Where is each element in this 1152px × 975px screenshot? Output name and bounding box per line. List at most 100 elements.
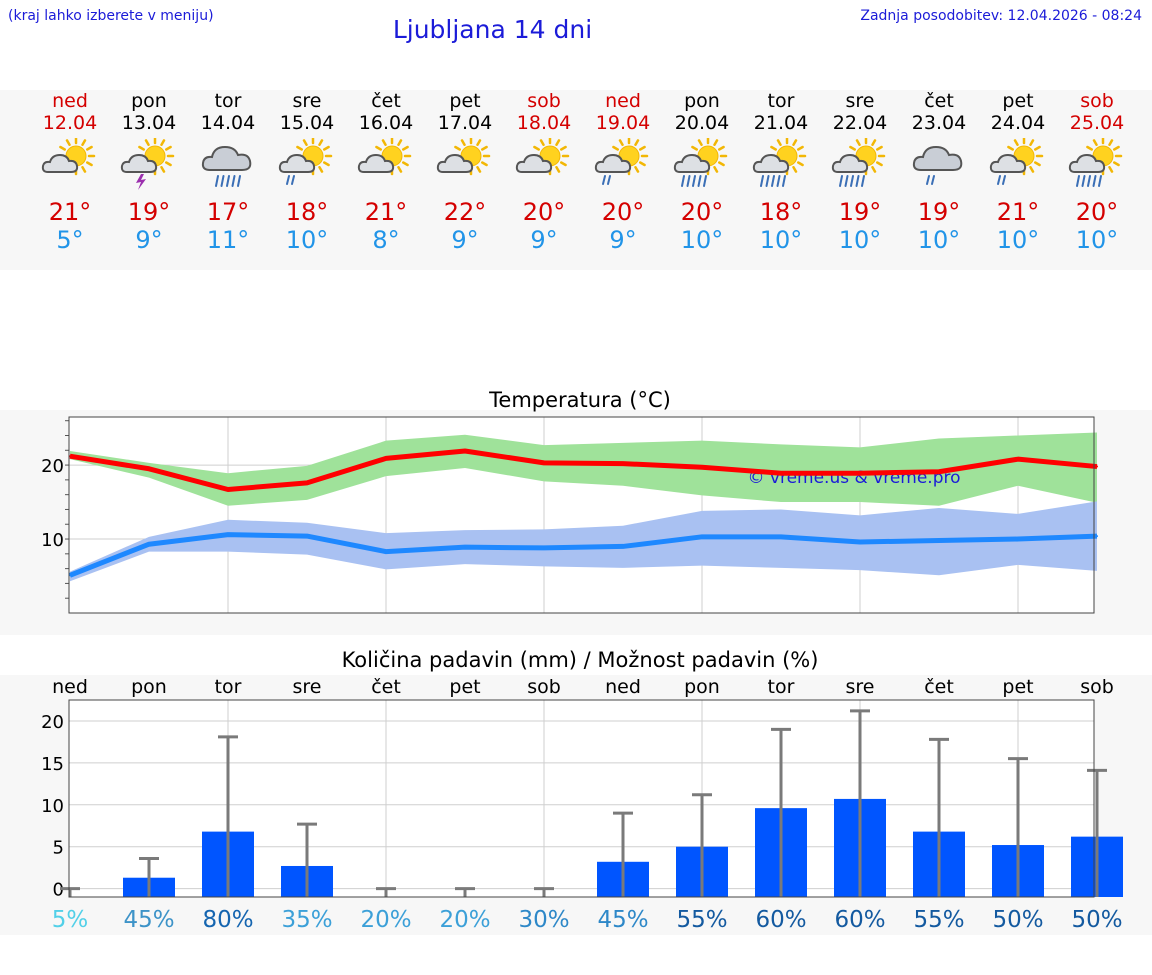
y-tick-label: 10 bbox=[41, 530, 64, 551]
precipitation-probability: 20% bbox=[439, 907, 490, 933]
min-temperature: 10° bbox=[759, 226, 803, 254]
max-temperature-point bbox=[385, 457, 387, 460]
day-name: ned bbox=[52, 90, 88, 112]
x-day-label: pet bbox=[449, 676, 480, 698]
sun-cloud-rain-icon bbox=[988, 136, 1048, 192]
max-temperature-point bbox=[306, 481, 308, 484]
max-temperature: 18° bbox=[285, 198, 329, 226]
precipitation-probability: 60% bbox=[834, 907, 885, 933]
day-name: čet bbox=[371, 90, 401, 112]
x-day-label: čet bbox=[371, 676, 401, 698]
precipitation-probability: 35% bbox=[281, 907, 332, 933]
forecast-day: čet 16.04 21° 8° bbox=[346, 90, 426, 254]
y-tick-label: 20 bbox=[41, 712, 64, 733]
sun-cloud-rain-icon bbox=[277, 136, 337, 192]
y-tick-label: 5 bbox=[53, 838, 64, 859]
sun-cloud-icon bbox=[356, 136, 416, 192]
min-temperature: 8° bbox=[372, 226, 400, 254]
forecast-day: pon 20.04 20° 10° bbox=[662, 90, 742, 254]
max-temperature: 19° bbox=[917, 198, 961, 226]
min-temperature: 10° bbox=[285, 226, 329, 254]
precipitation-probability: 45% bbox=[123, 907, 174, 933]
x-day-label: sob bbox=[1080, 676, 1114, 698]
forecast-day: sre 15.04 18° 10° bbox=[267, 90, 347, 254]
day-date: 13.04 bbox=[121, 112, 177, 134]
day-date: 20.04 bbox=[674, 112, 730, 134]
max-temperature: 20° bbox=[522, 198, 566, 226]
forecast-day: tor 21.04 18° 10° bbox=[741, 90, 821, 254]
min-range-band bbox=[70, 501, 1097, 582]
min-temperature: 9° bbox=[135, 226, 163, 254]
day-name: sob bbox=[527, 90, 561, 112]
day-name: sre bbox=[845, 90, 875, 112]
min-temperature: 10° bbox=[1075, 226, 1119, 254]
min-temperature: 9° bbox=[609, 226, 637, 254]
min-temperature: 10° bbox=[680, 226, 724, 254]
max-temperature: 19° bbox=[838, 198, 882, 226]
forecast-day: pon 13.04 19° 9° bbox=[109, 90, 189, 254]
min-temperature-point bbox=[227, 533, 229, 536]
temperature-chart-title: Temperatura (°C) bbox=[489, 388, 671, 412]
precipitation-chart-title: Količina padavin (mm) / Možnost padavin … bbox=[341, 648, 819, 672]
day-date: 18.04 bbox=[516, 112, 572, 134]
day-date: 19.04 bbox=[595, 112, 651, 134]
precipitation-probability: 5% bbox=[52, 907, 89, 933]
y-tick-label: 20 bbox=[41, 456, 64, 477]
forecast-strip: ned 12.04 21° 5° pon 13.04 19° 9° tor 14.04 17° 11°… bbox=[0, 90, 1152, 270]
forecast-day: pet 17.04 22° 9° bbox=[425, 90, 505, 254]
forecast-day: tor 14.04 17° 11° bbox=[188, 90, 268, 254]
precipitation-probability: 30% bbox=[518, 907, 569, 933]
max-temperature-point bbox=[701, 466, 703, 469]
max-temperature-line bbox=[69, 448, 1098, 492]
day-date: 24.04 bbox=[990, 112, 1046, 134]
precipitation-probability: 60% bbox=[755, 907, 806, 933]
forecast-day: sre 22.04 19° 10° bbox=[820, 90, 900, 254]
max-temperature: 20° bbox=[680, 198, 724, 226]
precipitation-probability: 55% bbox=[676, 907, 727, 933]
sun-cloud-heavy-rain-icon bbox=[1067, 136, 1127, 192]
sun-thunder-icon bbox=[119, 136, 179, 192]
precipitation-probability: 45% bbox=[597, 907, 648, 933]
x-day-label: pet bbox=[1002, 676, 1033, 698]
min-temperature: 11° bbox=[206, 226, 250, 254]
min-temperature: 10° bbox=[917, 226, 961, 254]
sun-cloud-icon bbox=[514, 136, 574, 192]
min-temperature-point bbox=[622, 545, 624, 548]
day-name: pet bbox=[449, 90, 481, 112]
day-name: ned bbox=[605, 90, 641, 112]
forecast-day: čet 23.04 19° 10° bbox=[899, 90, 979, 254]
day-name: pon bbox=[131, 90, 167, 112]
plot-frame bbox=[68, 699, 1095, 898]
precipitation-probability: 20% bbox=[360, 907, 411, 933]
forecast-day: pet 24.04 21° 10° bbox=[978, 90, 1058, 254]
day-date: 22.04 bbox=[832, 112, 888, 134]
min-temperature-point bbox=[306, 535, 308, 538]
day-date: 23.04 bbox=[911, 112, 967, 134]
min-temperature: 9° bbox=[530, 226, 558, 254]
max-temperature: 21° bbox=[48, 198, 92, 226]
day-date: 15.04 bbox=[279, 112, 335, 134]
sun-cloud-heavy-rain-icon bbox=[672, 136, 732, 192]
day-name: čet bbox=[924, 90, 954, 112]
min-temperature-point bbox=[1017, 538, 1019, 541]
x-day-label: tor bbox=[768, 676, 795, 698]
max-range-band bbox=[70, 432, 1097, 506]
max-temperature: 19° bbox=[127, 198, 171, 226]
min-temperature: 10° bbox=[996, 226, 1040, 254]
max-temperature-point bbox=[938, 470, 940, 473]
location-hint[interactable]: (kraj lahko izberete v meniju) bbox=[8, 8, 214, 24]
x-day-label: sre bbox=[846, 676, 875, 698]
y-tick-label: 10 bbox=[41, 796, 64, 817]
min-temperature-point bbox=[859, 540, 861, 543]
sun-cloud-heavy-rain-icon bbox=[830, 136, 890, 192]
precipitation-chart: ned pon tor sre čet pet sob ned pon tor sre čet pet s… bbox=[41, 676, 1123, 933]
precipitation-probability: 50% bbox=[992, 907, 1043, 933]
max-temperature-point bbox=[622, 462, 624, 465]
max-temperature-point bbox=[1096, 465, 1098, 468]
day-name: tor bbox=[767, 90, 795, 112]
sun-cloud-heavy-rain-icon bbox=[751, 136, 811, 192]
min-temperature: 9° bbox=[451, 226, 479, 254]
day-date: 25.04 bbox=[1069, 112, 1125, 134]
forecast-day: ned 12.04 21° 5° bbox=[30, 90, 110, 254]
